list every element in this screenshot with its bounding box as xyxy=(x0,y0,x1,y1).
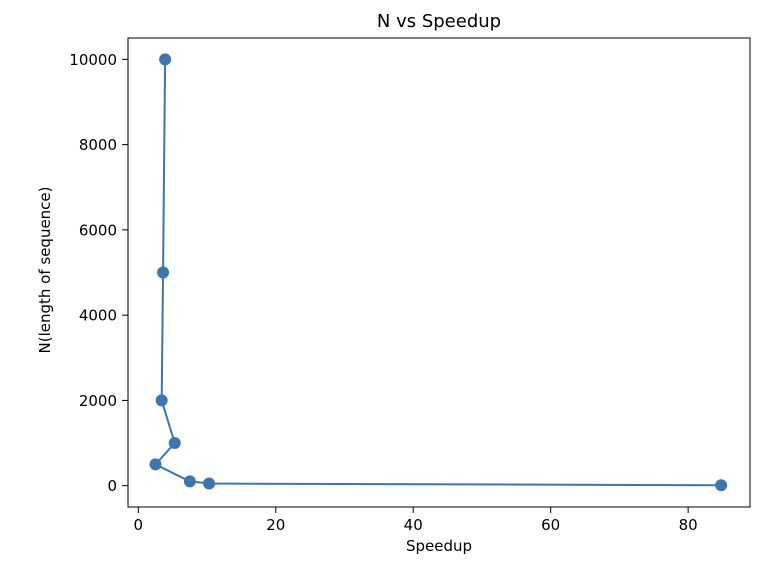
plot-frame xyxy=(127,37,751,508)
x-tick-label: 20 xyxy=(266,516,285,534)
y-tick-label: 8000 xyxy=(79,136,117,154)
data-point xyxy=(155,394,168,407)
x-tick-label: 0 xyxy=(134,516,144,534)
data-point xyxy=(183,475,196,488)
x-tick-label: 80 xyxy=(679,516,698,534)
y-axis-ticks: 0 2000 4000 6000 8000 10000 xyxy=(69,51,128,495)
y-tick-label: 0 xyxy=(107,477,117,495)
x-tick-label: 40 xyxy=(404,516,423,534)
y-tick-label: 6000 xyxy=(79,221,117,239)
data-point xyxy=(159,53,172,66)
y-tick-label: 4000 xyxy=(79,307,117,325)
y-axis-label: N(length of sequence) xyxy=(36,186,54,353)
data-point xyxy=(203,477,216,490)
x-axis-label: Speedup xyxy=(406,537,472,555)
data-point xyxy=(149,458,162,471)
chart-title: N vs Speedup xyxy=(377,11,501,32)
data-point xyxy=(157,266,170,279)
x-tick-label: 60 xyxy=(541,516,560,534)
y-tick-label: 10000 xyxy=(69,51,117,69)
y-tick-label: 2000 xyxy=(79,392,117,410)
series-layer xyxy=(149,53,728,492)
data-point xyxy=(168,437,181,450)
data-point xyxy=(715,479,728,492)
x-axis-ticks: 0 20 40 60 80 xyxy=(134,507,698,534)
